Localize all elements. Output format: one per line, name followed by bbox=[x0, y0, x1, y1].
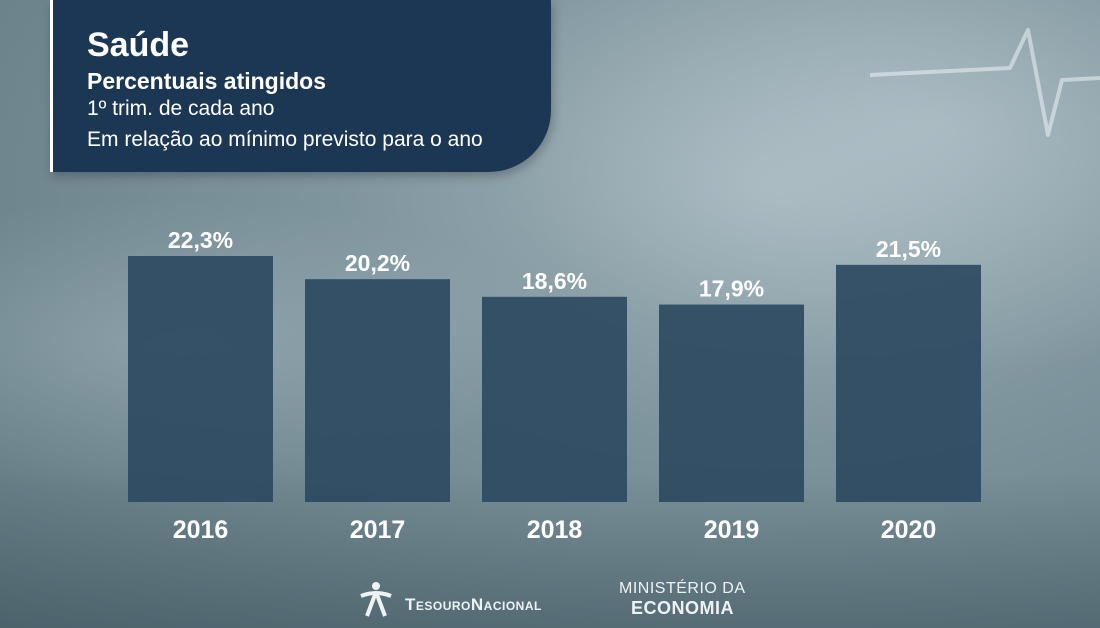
chart-subtitle: Percentuais atingidos bbox=[87, 68, 327, 94]
tesouro-star-icon bbox=[360, 582, 392, 617]
bar-2020 bbox=[836, 264, 981, 502]
chart-note-period: 1º trim. de cada ano bbox=[87, 97, 275, 120]
bar-2019 bbox=[659, 304, 804, 502]
tick-label-2018: 2018 bbox=[527, 516, 583, 544]
bar-2016 bbox=[128, 256, 273, 502]
tesouro-nacional-text: TesouroNacional bbox=[405, 595, 542, 614]
chart-title: Saúde bbox=[87, 26, 190, 64]
data-label-2018: 18,6% bbox=[522, 268, 587, 294]
chart-note-reference: Em relação ao mínimo previsto para o ano bbox=[87, 128, 483, 151]
tick-label-2016: 2016 bbox=[173, 516, 229, 544]
tesouro-nacional-logo: TesouroNacional bbox=[357, 578, 577, 618]
data-label-2019: 17,9% bbox=[699, 276, 764, 302]
title-panel: Saúde Percentuais atingidos 1º trim. de … bbox=[50, 0, 551, 172]
economia-text: ECONOMIA bbox=[631, 598, 734, 618]
ministerio-economia-logo: MINISTÉRIO DA ECONOMIA bbox=[619, 580, 779, 620]
data-label-2016: 22,3% bbox=[168, 227, 233, 253]
data-label-2020: 21,5% bbox=[876, 236, 941, 262]
bar-2018 bbox=[482, 296, 627, 502]
tick-label-2020: 2020 bbox=[881, 516, 937, 544]
bar-2017 bbox=[305, 279, 450, 502]
tick-label-2017: 2017 bbox=[350, 516, 406, 544]
data-label-2017: 20,2% bbox=[345, 250, 410, 276]
ministerio-text: MINISTÉRIO DA bbox=[619, 580, 746, 597]
heartbeat-line-icon bbox=[870, 28, 1100, 137]
tick-label-2019: 2019 bbox=[704, 516, 760, 544]
